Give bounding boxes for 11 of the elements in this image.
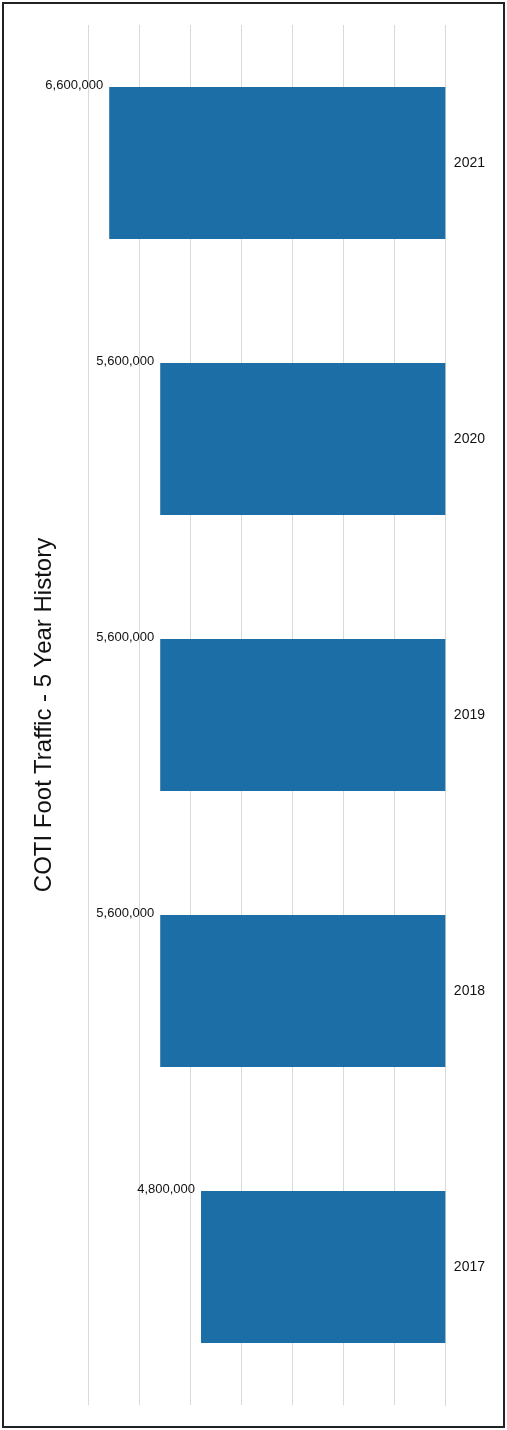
y-tick-label: 2018 [453,981,486,998]
data-label: 5,600,000 [96,352,155,368]
text: COTI Foot Traffic - 5 Year History [29,537,57,893]
y-tick-label: 2020 [453,429,486,446]
y-tick-label: 2019 [453,705,486,722]
data-label: 6,600,000 [45,76,104,92]
data-label: 5,600,000 [96,904,155,920]
y-tick-label: 2021 [453,153,486,170]
y-tick-label: 2017 [453,1257,486,1274]
data-label: 4,800,000 [137,1180,196,1196]
data-label: 5,600,000 [96,628,155,644]
